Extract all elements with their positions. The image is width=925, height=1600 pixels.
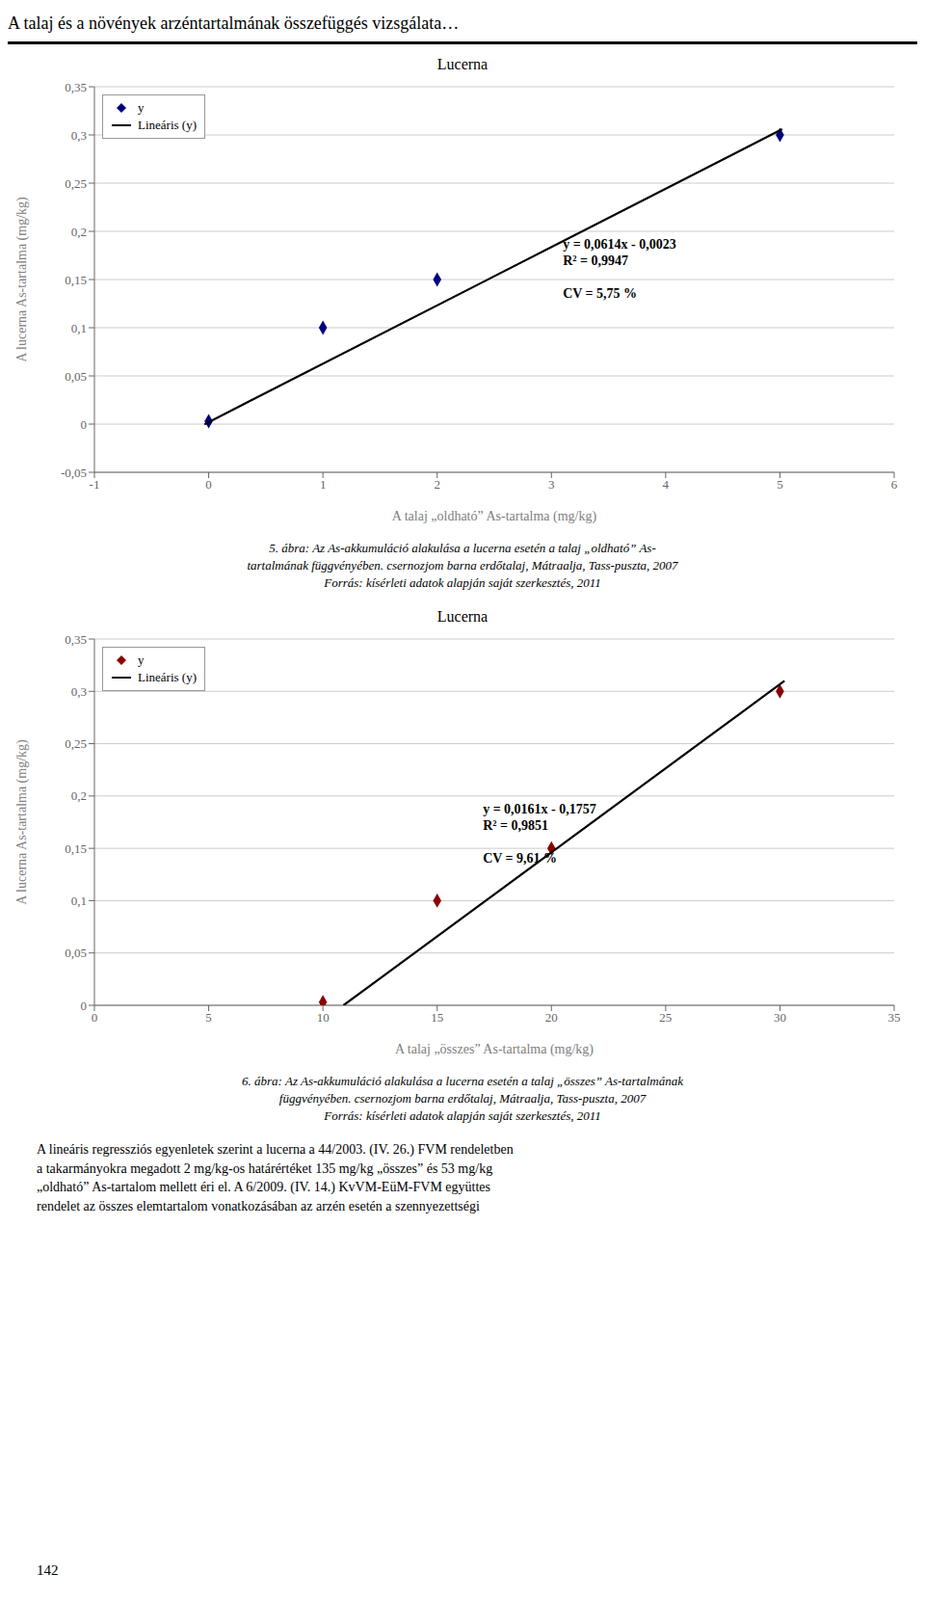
svg-text:0,35: 0,35	[64, 631, 87, 646]
svg-text:0: 0	[80, 417, 88, 432]
svg-text:y = 0,0161x - 0,1757R² = 0,985: y = 0,0161x - 0,1757R² = 0,9851CV = 9,61…	[482, 801, 597, 866]
html-text:y: y	[137, 651, 145, 667]
svg-text:1: 1	[319, 476, 327, 492]
svg-text:0,05: 0,05	[64, 369, 87, 384]
svg-text:5: 5	[205, 1009, 212, 1025]
svg-text:0,1: 0,1	[71, 893, 87, 908]
svg-text:0,25: 0,25	[64, 736, 87, 751]
svg-text:20: 20	[545, 1009, 558, 1025]
svg-text:0,05: 0,05	[64, 945, 87, 960]
svg-text:0,1: 0,1	[71, 320, 87, 336]
svg-text:0,35: 0,35	[64, 79, 87, 95]
svg-text:-1: -1	[89, 476, 101, 492]
html-text:5. ábra: Az As-akkumuláció ala: 5. ábra: Az As-akkumuláció alakulása a l…	[269, 540, 656, 555]
html-text:„oldható” As-tartalom mellett: „oldható” As-tartalom mellett éri el. A …	[36, 1179, 491, 1195]
svg-text:25: 25	[659, 1009, 672, 1025]
svg-text:A talaj „oldható” As-tartalma: A talaj „oldható” As-tartalma (mg/kg)	[392, 508, 598, 525]
svg-text:0,25: 0,25	[64, 176, 87, 191]
svg-text:15: 15	[430, 1009, 444, 1025]
svg-text:y = 0,0614x - 0,0023R² = 0,994: y = 0,0614x - 0,0023R² = 0,9947CV = 5,75…	[562, 237, 677, 301]
svg-text:0,15: 0,15	[64, 840, 87, 855]
svg-text:5: 5	[776, 476, 784, 492]
html-text:A lineáris regressziós egyenle: A lineáris regressziós egyenletek szerin…	[36, 1141, 514, 1157]
svg-text:A talaj „összes” As-tartalma (: A talaj „összes” As-tartalma (mg/kg)	[395, 1041, 594, 1058]
html-text:tartalmának függvényében. cser: tartalmának függvényében. csernozjom bar…	[247, 558, 678, 573]
svg-text:0: 0	[205, 476, 212, 492]
html-text:rendelet az összes elemtartalo: rendelet az összes elemtartalom vonatkoz…	[36, 1198, 480, 1214]
html-text:Lucerna: Lucerna	[437, 55, 488, 73]
svg-text:0: 0	[91, 1009, 99, 1025]
html-text:y: y	[137, 100, 145, 115]
svg-text:0,2: 0,2	[71, 224, 87, 239]
svg-text:-0,05: -0,05	[60, 465, 87, 480]
svg-text:30: 30	[773, 1009, 787, 1025]
svg-text:10: 10	[317, 1009, 330, 1025]
svg-text:4: 4	[662, 476, 670, 492]
html-text:a takarmányokra megadott 2 mg/: a takarmányokra megadott 2 mg/kg-os hatá…	[36, 1160, 493, 1176]
svg-text:35: 35	[888, 1009, 901, 1025]
svg-text:A lucerna As-tartalma (mg/kg): A lucerna As-tartalma (mg/kg)	[14, 739, 30, 905]
svg-text:6: 6	[891, 476, 899, 492]
svg-text:A lucerna As-tartalma (mg/kg): A lucerna As-tartalma (mg/kg)	[14, 196, 30, 363]
svg-text:0: 0	[80, 997, 88, 1012]
svg-text:0,3: 0,3	[71, 128, 87, 143]
html-text:A talaj és a növények arzéntar: A talaj és a növények arzéntartalmának ö…	[7, 13, 459, 33]
html-text:Forrás: kísérleti adatok alapj: Forrás: kísérleti adatok alapján saját s…	[323, 1107, 602, 1123]
svg-text:0,15: 0,15	[64, 272, 87, 288]
html-text:Lineáris (y): Lineáris (y)	[137, 669, 197, 684]
html-text:függvényében. csernozjom barna: függvényében. csernozjom barna erdőtalaj…	[279, 1090, 646, 1105]
html-text:Lucerna: Lucerna	[437, 607, 488, 624]
svg-text:2: 2	[433, 476, 441, 492]
html-text:142: 142	[36, 1561, 59, 1578]
svg-text:3: 3	[548, 476, 555, 492]
html-text:Lineáris (y): Lineáris (y)	[137, 117, 197, 133]
html-text:Forrás: kísérleti adatok alapj: Forrás: kísérleti adatok alapján saját s…	[323, 575, 602, 591]
svg-text:0,2: 0,2	[71, 788, 87, 803]
svg-text:0,3: 0,3	[71, 683, 87, 698]
html-text:6. ábra: Az As-akkumuláció ala: 6. ábra: Az As-akkumuláció alakulása a l…	[241, 1073, 684, 1088]
